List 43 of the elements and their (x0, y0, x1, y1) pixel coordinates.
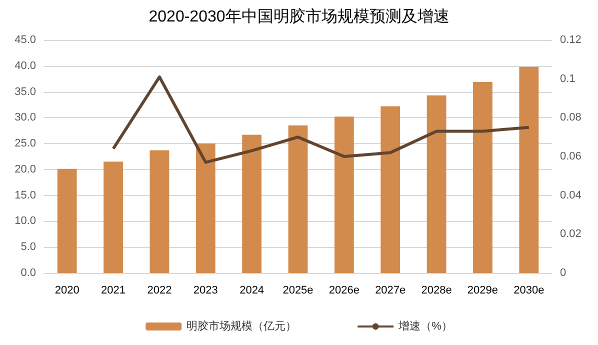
y-tick-label: 0.0 (20, 267, 36, 279)
bar (196, 144, 216, 273)
y2-tick-label: 0.12 (560, 34, 582, 46)
y2-tick-label: 0.1 (560, 72, 576, 85)
x-tick-label: 2026e (328, 284, 360, 296)
x-tick-label: 2024 (240, 284, 264, 296)
x-tick-label: 2023 (193, 284, 218, 296)
x-tick-label: 2028e (421, 284, 452, 296)
bar (380, 106, 400, 273)
y2-tick-label: 0.08 (560, 112, 582, 124)
bar (104, 162, 123, 273)
y-tick-label: 45.0 (14, 34, 36, 46)
y-tick-label: 35.0 (14, 86, 36, 98)
bar (150, 150, 170, 273)
x-tick-label: 2025e (282, 284, 314, 296)
y-tick-label: 30.0 (14, 112, 36, 124)
y2-tick-label: 0.04 (560, 189, 582, 202)
y-tick-label: 20.0 (14, 163, 36, 176)
y2-tick-label: 0.02 (560, 228, 582, 240)
bar (519, 66, 539, 273)
legend-label: 明胶市场规模（亿元） (186, 320, 297, 332)
y-tick-label: 10.0 (14, 215, 36, 228)
bar (288, 125, 308, 273)
y-tick-label: 15.0 (14, 189, 36, 202)
bar (426, 95, 446, 273)
bar (57, 168, 77, 273)
x-tick-label: 2027e (375, 284, 406, 296)
x-tick-label: 2021 (101, 284, 126, 296)
y2-tick-label: 0.06 (560, 150, 582, 162)
x-tick-label: 2030e (514, 284, 544, 296)
bar (242, 134, 262, 273)
x-tick-label: 2020 (54, 284, 80, 296)
y-tick-label: 25.0 (14, 138, 36, 150)
x-tick-label: 2022 (147, 284, 172, 296)
line-series (112, 75, 530, 164)
chart-title: 2020-2030年中国明胶市场规模预测及增速 (148, 8, 450, 26)
bar (473, 82, 492, 273)
y2-tick-label: 0 (560, 267, 566, 279)
y-tick-label: 40.0 (14, 60, 36, 72)
y-tick-label: 5.0 (20, 241, 36, 254)
legend-label: 增速（%） (398, 320, 452, 332)
bar (334, 116, 354, 273)
x-tick-label: 2029e (467, 284, 498, 296)
